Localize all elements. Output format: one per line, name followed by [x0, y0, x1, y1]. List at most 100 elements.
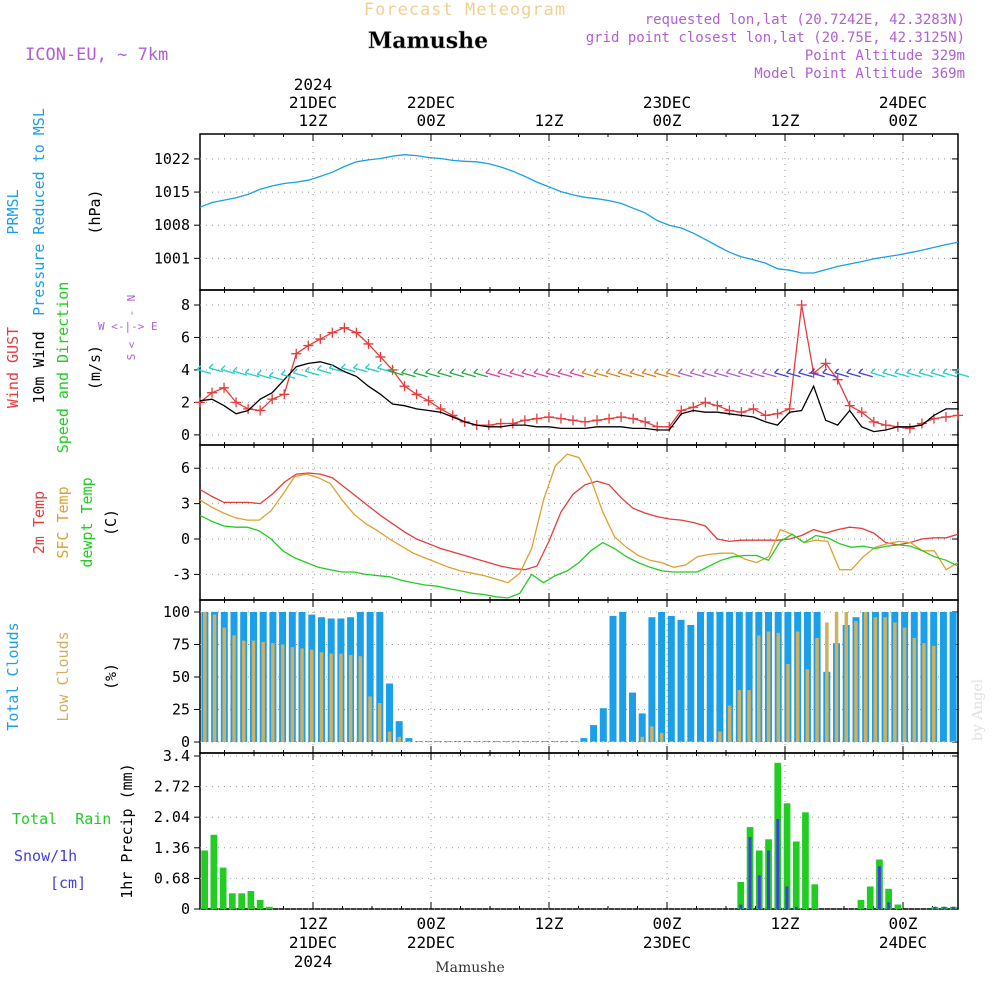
gust-marker [195, 397, 205, 408]
total-clouds-bar [590, 725, 598, 742]
wind-arrow-head [473, 368, 479, 374]
total-clouds-bar [599, 708, 607, 742]
wind-arrow-head [605, 368, 611, 374]
gust-marker [507, 418, 518, 429]
wind-compass: N - W <-|-> E < S [98, 295, 158, 361]
gust-marker [315, 334, 326, 345]
svg-text:S: S [125, 354, 138, 361]
wind-arrow-head [389, 366, 394, 372]
low-clouds-bar [368, 696, 372, 742]
low-clouds-bar [543, 741, 547, 742]
footer-location: Mamushe [435, 960, 504, 976]
low-clouds-bar [766, 631, 771, 742]
wind-arrow-head [401, 368, 406, 374]
low-clouds-bar [484, 741, 489, 742]
low-clouds-bar [475, 741, 479, 742]
y-tick-label: 3 [181, 495, 190, 513]
gust-marker [291, 348, 302, 359]
low-clouds-bar [358, 656, 363, 742]
low-clouds-bar [834, 612, 839, 742]
wind-arrow [413, 372, 428, 378]
y-axis-label: dewpt Temp [78, 477, 96, 567]
wind-arrow [425, 372, 440, 378]
total-clouds-bar [609, 615, 617, 742]
wind-arrow-head [906, 368, 912, 374]
total-clouds-bar [745, 612, 753, 742]
low-clouds-bar [310, 649, 314, 742]
wind-arrow-head [509, 368, 515, 374]
wind-arrow [930, 372, 946, 378]
wind-arrow-head [413, 368, 419, 374]
time-label: 24DEC [879, 933, 927, 952]
wind-arrow-head [569, 368, 575, 374]
wind-gust-line [199, 304, 959, 430]
y-axis-label: 1hr Precip (mm) [118, 763, 136, 898]
svg-text:N: N [125, 295, 138, 302]
low-clouds-bar [572, 741, 576, 742]
snow-1h-bar [942, 906, 946, 910]
y-tick-label: 0 [181, 900, 190, 918]
wind-arrow-head [292, 368, 298, 374]
y-tick-label: 4 [181, 361, 190, 379]
y-tick-label: 0 [181, 530, 190, 548]
y-axis-label: 2m Temp [30, 491, 48, 554]
low-clouds-bar [805, 669, 810, 742]
wind-arrow-head [437, 368, 443, 374]
wind-arrow [702, 372, 717, 378]
wind-arrow-head [737, 368, 743, 374]
wind-arrow-head [677, 368, 683, 374]
y-axis-label: SFC Temp [54, 486, 72, 558]
wind-arrow [846, 372, 861, 378]
wind-arrow [581, 372, 597, 378]
low-clouds-bar [212, 614, 217, 742]
gust-marker [856, 407, 867, 418]
gust-marker [519, 415, 530, 426]
low-clouds-bar [407, 741, 411, 742]
wind-arrow-head [954, 368, 960, 374]
wind-arrow [654, 372, 669, 378]
low-clouds-bar [737, 690, 742, 742]
time-label: 12Z [535, 111, 564, 130]
wind-arrow-head [665, 368, 671, 374]
total-clouds-bar [386, 683, 393, 742]
wind-arrow-head [846, 368, 852, 374]
pressure-panel: 1001 1008 1015 1022 PRMSL Pressure Reduced to… [4, 108, 959, 316]
low-clouds-bar [533, 741, 537, 742]
total-clouds-bar [697, 612, 704, 742]
gust-marker [748, 403, 759, 414]
low-clouds-bar [659, 732, 664, 742]
time-label: 2024 [294, 952, 333, 971]
wind-arrow [305, 370, 320, 376]
gust-marker [531, 413, 542, 424]
wind-arrow [317, 368, 332, 375]
wind-arrow-head [256, 369, 262, 375]
wind-arrow-head [449, 368, 455, 374]
low-clouds-bar [329, 653, 333, 742]
wind-arrow-head [810, 368, 816, 374]
total-rain-bar [857, 900, 865, 909]
gust-marker [363, 338, 374, 349]
low-clouds-bar [650, 726, 654, 742]
wind-arrow [641, 372, 657, 378]
wind-arrow-head [617, 368, 623, 374]
time-label: 00Z [417, 914, 446, 933]
total-rain-bar [811, 884, 819, 910]
low-clouds-bar [669, 741, 674, 742]
y-axis-label: (hPa) [86, 189, 104, 234]
wind-arrow [822, 372, 837, 378]
wind-arrow-head [545, 368, 551, 374]
gust-marker [327, 327, 338, 338]
wind-arrow [750, 372, 765, 378]
time-label: 00Z [653, 111, 682, 130]
gust-marker [832, 374, 843, 385]
low-clouds-bar [863, 612, 868, 742]
low-clouds-bar [640, 736, 644, 742]
total-rain-bar [737, 882, 745, 909]
time-label: 12Z [771, 914, 800, 933]
total-rain-bar [885, 888, 892, 910]
wind-arrow-head [858, 368, 864, 374]
wind-arrow-head [425, 368, 431, 374]
total-rain-bar [866, 886, 874, 909]
gust-marker [616, 412, 627, 423]
low-clouds-bar [698, 741, 703, 742]
